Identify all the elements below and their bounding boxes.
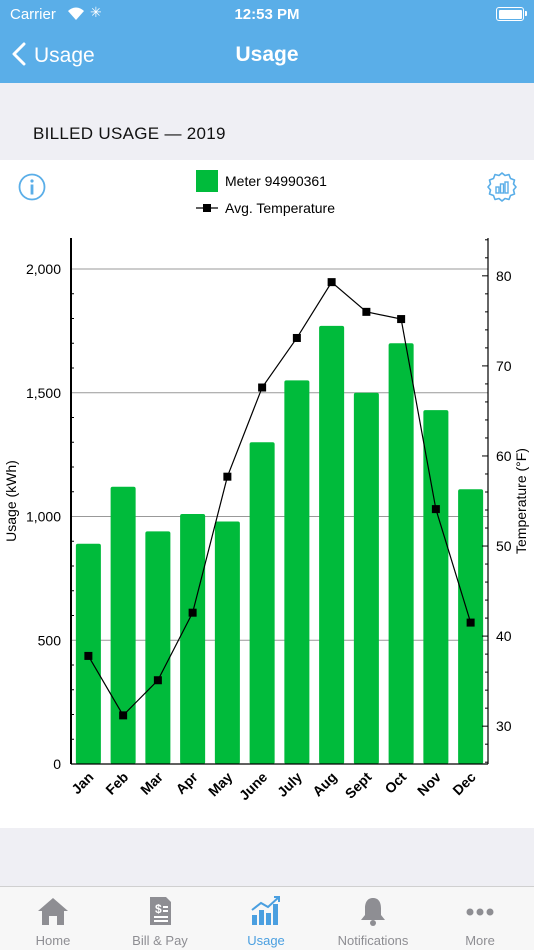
x-tick-label: May <box>205 769 236 800</box>
usage-bar <box>423 410 449 764</box>
x-tick-label: Sept <box>342 769 375 802</box>
y2-tick-label: 60 <box>496 448 512 464</box>
usage-bar <box>180 514 206 764</box>
x-tick-label: Jan <box>68 769 96 797</box>
page-title: Usage <box>235 43 299 66</box>
x-tick-label: Feb <box>102 769 131 798</box>
y2-axis-title: Temperature (°F) <box>513 448 529 554</box>
usage-bar <box>319 325 345 764</box>
tab-usage[interactable]: Usage <box>213 887 319 950</box>
y-axis-title: Usage (kWh) <box>3 460 19 542</box>
info-icon <box>18 173 46 201</box>
temperature-point <box>327 278 336 287</box>
temperature-point <box>431 505 440 514</box>
y2-tick-label: 40 <box>496 628 512 644</box>
section-header: BILLED USAGE — 2019 <box>33 124 226 143</box>
tab-bar: Home $ Bill & Pay Usage <box>0 886 534 950</box>
x-tick-label: June <box>236 769 271 804</box>
tab-more-label: More <box>465 933 495 948</box>
tab-bill-pay[interactable]: $ Bill & Pay <box>107 887 213 950</box>
chevron-left-icon <box>12 42 26 71</box>
temperature-line <box>87 281 472 717</box>
usage-bar <box>458 489 484 764</box>
usage-bar <box>145 531 171 764</box>
battery-icon <box>496 7 527 21</box>
temperature-point <box>466 618 475 627</box>
usage-bar <box>249 442 275 764</box>
temperature-point <box>119 711 128 720</box>
temperature-point <box>362 307 371 316</box>
info-button[interactable] <box>17 172 47 207</box>
usage-bar <box>214 521 240 764</box>
temperature-point <box>223 472 232 481</box>
usage-bar <box>353 392 379 764</box>
usage-bar <box>388 343 414 764</box>
y2-tick-label: 50 <box>496 538 512 554</box>
tab-notifications[interactable]: Notifications <box>320 887 426 950</box>
tab-usage-label: Usage <box>247 933 285 948</box>
temperature-point <box>292 333 301 342</box>
legend-marker-temperature <box>203 204 211 212</box>
tab-home-label: Home <box>35 933 71 948</box>
tab-notifications-label: Notifications <box>337 933 409 948</box>
legend-label-usage: Meter 94990361 <box>225 173 327 189</box>
x-tick-label: Dec <box>449 769 479 799</box>
y-tick-label: 0 <box>53 756 61 772</box>
y-tick-label: 1,000 <box>26 509 61 525</box>
carrier-label: Carrier <box>10 6 56 23</box>
x-tick-label: Mar <box>137 768 166 797</box>
chart-card: Meter 94990361 Avg. Temperature 0 500 1,000 1… <box>0 160 534 828</box>
y2-tick-label: 70 <box>496 358 512 374</box>
y-tick-label: 1,500 <box>26 385 61 401</box>
legend-swatch-usage <box>196 170 218 192</box>
temperature-point <box>397 315 406 324</box>
x-tick-label: Aug <box>309 769 340 800</box>
status-bar: Carrier ✳ 12:53 PM <box>0 0 534 30</box>
svg-text:$: $ <box>155 902 162 916</box>
navigation-bar: Usage Usage <box>0 30 534 83</box>
home-icon <box>0 895 106 927</box>
temperature-point <box>153 676 162 685</box>
x-tick-label: Oct <box>381 769 409 797</box>
usage-bar <box>284 380 310 764</box>
bell-icon <box>320 895 426 927</box>
y2-tick-label: 80 <box>496 268 512 284</box>
temperature-point <box>258 383 267 392</box>
bill-icon: $ <box>107 895 213 927</box>
temperature-point <box>84 651 93 660</box>
chart-settings-button[interactable] <box>485 170 519 209</box>
usage-chart-icon <box>213 895 319 927</box>
activity-spinner-icon: ✳ <box>90 4 102 20</box>
temperature-point <box>188 608 197 617</box>
status-time: 12:53 PM <box>234 6 300 23</box>
y-tick-label: 2,000 <box>26 261 61 277</box>
x-tick-label: Nov <box>414 769 444 799</box>
tab-home[interactable]: Home <box>0 887 106 950</box>
usage-chart: Meter 94990361 Avg. Temperature 0 500 1,000 1… <box>3 170 529 804</box>
tab-bill-pay-label: Bill & Pay <box>132 933 188 948</box>
back-button[interactable]: Usage <box>12 40 95 72</box>
y2-tick-label: 30 <box>496 718 512 734</box>
legend-label-temperature: Avg. Temperature <box>225 200 335 216</box>
wifi-icon <box>66 5 86 25</box>
more-icon <box>427 895 533 927</box>
tab-more[interactable]: More <box>427 887 533 950</box>
gear-chart-icon <box>487 172 517 202</box>
usage-bar <box>110 486 136 764</box>
back-button-label: Usage <box>34 44 95 67</box>
x-tick-label: July <box>274 769 305 800</box>
y-tick-label: 500 <box>38 632 62 648</box>
x-tick-label: Apr <box>172 768 201 797</box>
